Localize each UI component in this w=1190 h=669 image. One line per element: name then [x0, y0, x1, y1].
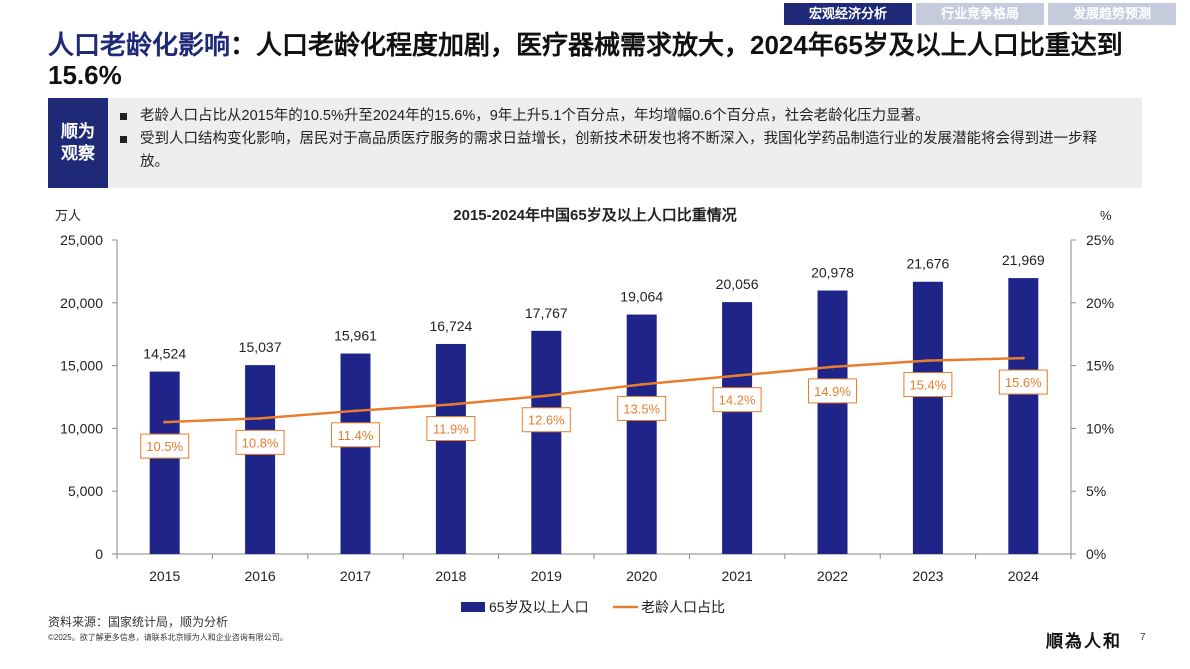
- ratio-label-box: [617, 395, 667, 421]
- bar-2023: [912, 281, 943, 554]
- x-tick-label: 2024: [1008, 568, 1039, 584]
- legend-bar-swatch: [461, 602, 485, 612]
- ratio-value-label: 12.6%: [528, 413, 565, 428]
- observation-point: 老龄人口占比从2015年的10.5%升至2024年的15.6%，9年上升5.1个…: [118, 105, 1122, 128]
- left-tick-label: 25,000: [60, 232, 103, 248]
- population-chart: 2015-2024年中国65岁及以上人口比重情况 万人 % 0 5,000 10,000 1…: [55, 206, 1114, 615]
- ratio-point-2023: [926, 359, 930, 363]
- bar-2017: [340, 353, 371, 554]
- ratio-label-box: [331, 422, 380, 448]
- right-tick-label: 10%: [1086, 420, 1114, 436]
- x-tick-label: 2023: [912, 568, 943, 584]
- legend-bar-label: 65岁及以上人口: [489, 599, 589, 615]
- title-rest: ：人口老龄化程度加剧，医疗器械需求放大，2024年65岁及以上人口比重达到15.…: [48, 30, 1123, 90]
- page-title: 人口老龄化影响：人口老龄化程度加剧，医疗器械需求放大，2024年65岁及以上人口…: [48, 30, 1158, 90]
- bar-2019: [531, 330, 562, 554]
- bar-value-label: 17,767: [525, 305, 568, 321]
- bar-value-label: 15,961: [334, 328, 377, 344]
- left-axis-unit: 万人: [55, 208, 81, 223]
- ratio-line: [164, 356, 1024, 424]
- x-tick-label: 2018: [435, 568, 466, 584]
- ratio-value-label: 13.5%: [623, 401, 660, 416]
- ratio-value-label: 14.9%: [814, 384, 851, 399]
- bar-value-label: 21,969: [1002, 252, 1045, 268]
- right-tick-label: 25%: [1086, 232, 1114, 248]
- left-tick-label: 5,000: [68, 483, 103, 499]
- ratio-label-box: [140, 433, 190, 459]
- ratio-label-box: [235, 429, 285, 455]
- right-tick-label: 5%: [1086, 483, 1106, 499]
- tab-macro-economy[interactable]: 宏观经济分析: [784, 3, 912, 25]
- bar-value-label: 20,978: [811, 265, 854, 281]
- legend-line-label: 老龄人口占比: [641, 599, 725, 615]
- ratio-value-label: 14.2%: [719, 393, 756, 408]
- x-tick-label: 2019: [531, 568, 562, 584]
- tab-development-trend[interactable]: 发展趋势预测: [1048, 3, 1176, 25]
- ratio-value-label: 15.4%: [909, 378, 946, 393]
- observation-label-line2: 观察: [61, 144, 95, 163]
- bar-value-label: 20,056: [716, 276, 759, 292]
- bar-2021: [722, 302, 753, 554]
- x-tick-label: 2016: [245, 568, 276, 584]
- ratio-value-label: 11.9%: [433, 422, 469, 437]
- left-tick-label: 0: [95, 546, 103, 562]
- left-tick-label: 20,000: [60, 295, 103, 311]
- title-highlight: 人口老龄化影响: [48, 30, 231, 60]
- ratio-point-2018: [449, 403, 453, 407]
- bar-2016: [245, 365, 276, 554]
- ratio-point-2016: [258, 416, 262, 420]
- bar-2015: [149, 371, 180, 554]
- copyright-note: ©2025。欲了解更多信息，请联系北京顺为人和企业咨询有限公司。: [48, 633, 288, 642]
- bar-2024: [1008, 278, 1039, 554]
- observation-label: 顺为 观察: [48, 98, 108, 188]
- bar-2018: [435, 343, 466, 554]
- company-logo: 順為人和: [1046, 632, 1122, 652]
- bar-value-label: 14,524: [143, 346, 186, 362]
- ratio-label-box: [712, 387, 762, 413]
- page-number: 7: [1140, 632, 1146, 643]
- x-tick-label: 2022: [817, 568, 848, 584]
- ratio-point-2015: [163, 420, 167, 424]
- ratio-point-2022: [831, 365, 834, 369]
- right-tick-label: 20%: [1086, 295, 1114, 311]
- ratio-label-box: [998, 369, 1048, 395]
- x-tick-label: 2015: [149, 568, 180, 584]
- tab-industry-competition[interactable]: 行业竞争格局: [916, 3, 1044, 25]
- ratio-label-box: [521, 407, 571, 433]
- ratio-label-box: [903, 372, 953, 398]
- source-note: 资料来源：国家统计局，顺为分析: [48, 615, 229, 629]
- observation-point: 受到人口结构变化影响，居民对于高品质医疗服务的需求日益增长，创新技术研发也将不断…: [118, 128, 1122, 174]
- ratio-point-2020: [640, 382, 644, 386]
- x-tick-label: 2020: [626, 568, 657, 584]
- ratio-value-label: 15.6%: [1005, 375, 1042, 390]
- chart-title: 2015-2024年中国65岁及以上人口比重情况: [453, 206, 736, 224]
- left-tick-label: 10,000: [60, 420, 103, 436]
- ratio-point-2017: [354, 409, 357, 413]
- observation-list: 老龄人口占比从2015年的10.5%升至2024年的15.6%，9年上升5.1个…: [118, 105, 1122, 174]
- bar-value-label: 19,064: [620, 289, 663, 305]
- ratio-point-2019: [544, 394, 548, 398]
- right-tick-label: 0%: [1086, 546, 1106, 562]
- bar-2020: [626, 314, 657, 554]
- bar-value-label: 21,676: [906, 256, 949, 272]
- bar-2022: [817, 290, 848, 554]
- ratio-value-label: 10.5%: [146, 439, 183, 454]
- ratio-value-label: 11.4%: [338, 428, 374, 443]
- bar-value-label: 16,724: [429, 318, 472, 334]
- bar-value-label: 15,037: [239, 339, 282, 355]
- right-axis-unit: %: [1100, 208, 1112, 223]
- observation-box: 顺为观察 老龄人口占比从2015年的10.5%升至2024年的15.6%，9年上…: [48, 98, 1142, 188]
- ratio-value-label: 10.8%: [242, 435, 279, 450]
- ratio-label-box: [808, 378, 857, 404]
- right-tick-label: 15%: [1086, 358, 1114, 374]
- x-tick-label: 2021: [722, 568, 753, 584]
- ratio-label-box: [426, 416, 476, 442]
- observation-label-line1: 顺为: [61, 122, 95, 141]
- x-tick-label: 2017: [340, 568, 371, 584]
- ratio-point-2021: [735, 374, 739, 378]
- left-tick-label: 15,000: [60, 358, 103, 374]
- top-tabs: 宏观经济分析 行业竞争格局 发展趋势预测: [784, 3, 1176, 25]
- ratio-point-2024: [1021, 356, 1025, 360]
